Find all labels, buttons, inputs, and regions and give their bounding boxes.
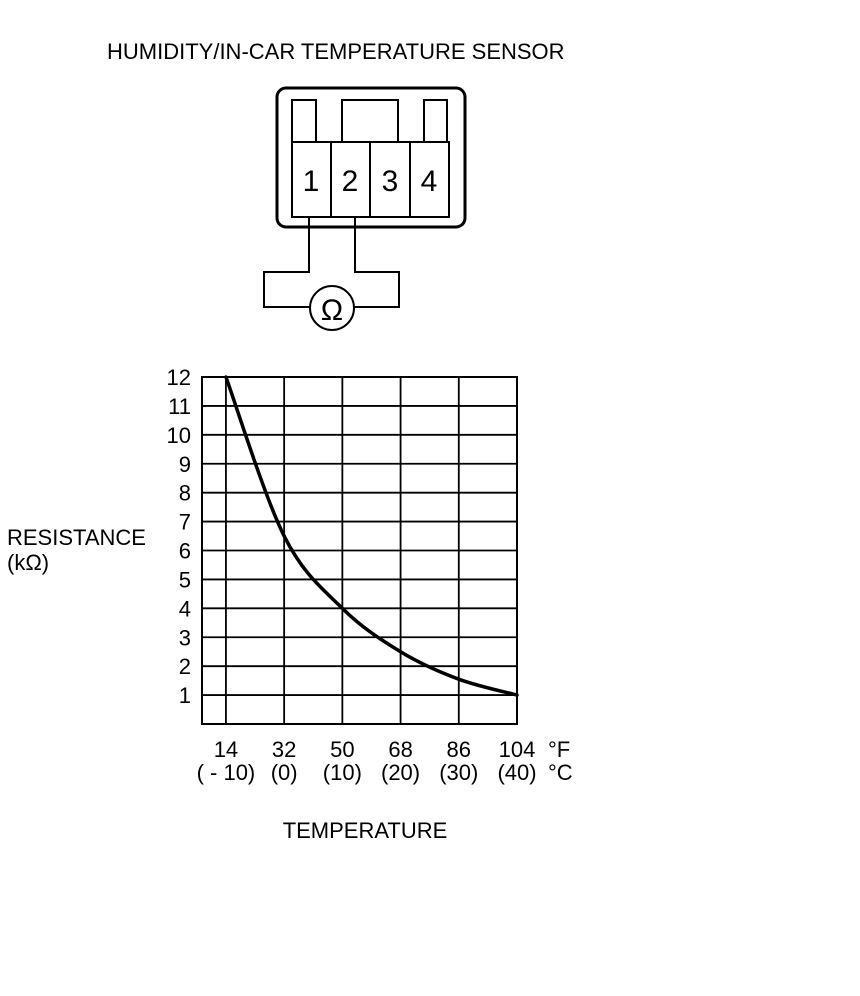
x-unit-fahrenheit: °F — [548, 737, 570, 762]
connector-housing — [275, 86, 467, 229]
pin-3-label: 3 — [382, 165, 399, 198]
x-tick-label-c: (20) — [381, 760, 420, 785]
x-tick-label-f: 104 — [499, 737, 536, 762]
y-tick-label: 3 — [179, 625, 191, 650]
sensor-connector — [263, 86, 467, 331]
connector-tab-right — [423, 99, 448, 143]
resistance-curve — [224, 375, 519, 697]
x-axis-ticks: 14( - 10) 32(0) 50(10) 68(20) 86(30) 104(40) — [197, 737, 537, 785]
y-tick-label: 9 — [179, 452, 191, 477]
x-tick-label-c: (0) — [271, 760, 298, 785]
x-tick-label-f: 32 — [272, 737, 296, 762]
wire-pin2 — [354, 217, 400, 308]
x-tick-label-c: ( - 10) — [197, 760, 256, 785]
x-tick-label-f: 86 — [447, 737, 471, 762]
ohm-symbol: Ω — [321, 294, 343, 327]
x-tick-label-f: 50 — [330, 737, 354, 762]
chart-grid — [201, 376, 518, 725]
y-axis-unit: (kΩ) — [7, 550, 49, 575]
connector-tab-left — [291, 99, 317, 143]
y-tick-label: 5 — [179, 567, 191, 592]
y-tick-label: 2 — [179, 654, 191, 679]
x-tick-label-f: 68 — [388, 737, 412, 762]
pin-2-label: 2 — [342, 165, 359, 198]
y-tick-label: 11 — [168, 394, 191, 419]
pin-4-label: 4 — [421, 165, 438, 198]
x-tick-label-f: 14 — [214, 737, 238, 762]
x-tick-label-c: (30) — [439, 760, 478, 785]
y-tick-label: 6 — [179, 539, 191, 564]
x-unit-celsius: °C — [548, 760, 573, 785]
wire-pin1 — [263, 217, 310, 308]
y-tick-label: 10 — [167, 423, 191, 448]
y-tick-label: 4 — [179, 596, 191, 621]
y-tick-label: 7 — [179, 510, 191, 535]
pin-1-label: 1 — [303, 165, 320, 198]
connector-tab-middle — [341, 99, 399, 143]
y-tick-label: 1 — [179, 683, 191, 708]
y-axis-label: RESISTANCE — [7, 525, 146, 550]
x-tick-label-c: (40) — [497, 760, 536, 785]
x-axis-label: TEMPERATURE — [283, 818, 448, 843]
ohmmeter-icon — [309, 285, 355, 331]
x-tick-label-c: (10) — [323, 760, 362, 785]
diagram-title: HUMIDITY/IN-CAR TEMPERATURE SENSOR — [107, 39, 565, 64]
y-tick-label: 8 — [179, 481, 191, 506]
y-tick-label: 12 — [167, 365, 191, 390]
